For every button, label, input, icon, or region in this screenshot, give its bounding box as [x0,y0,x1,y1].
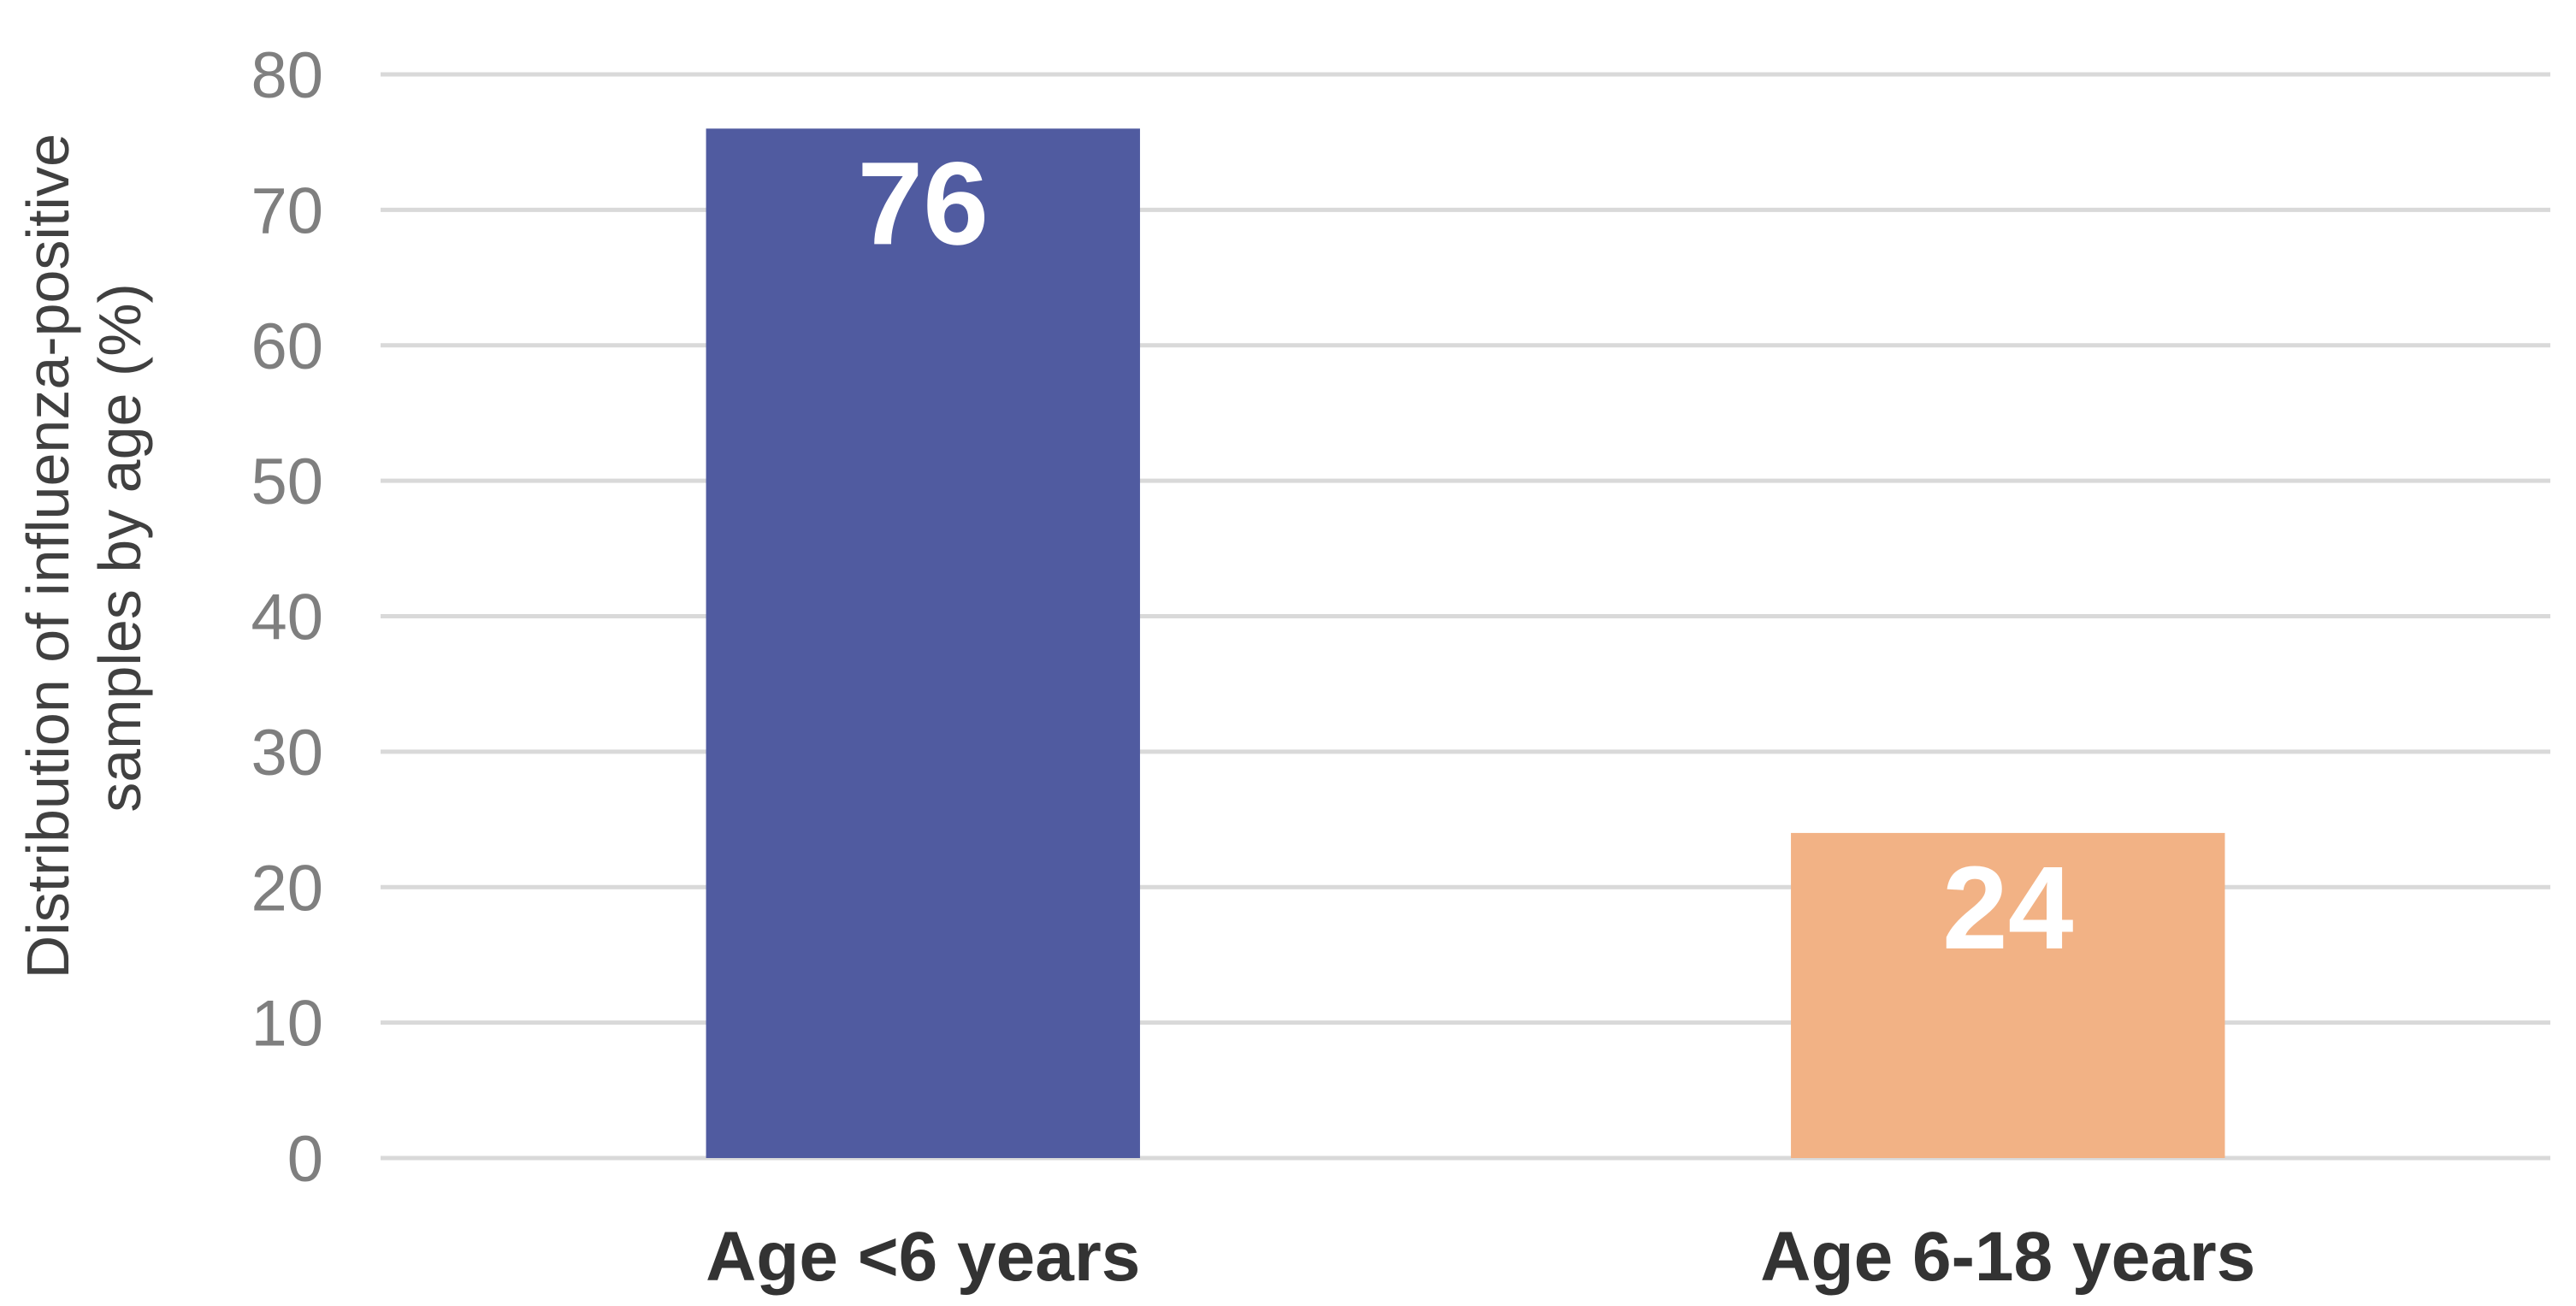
y-tick-label: 80 [251,39,323,112]
y-tick-label: 70 [251,174,323,247]
y-tick-label: 10 [251,988,323,1061]
y-tick-label: 30 [251,717,323,789]
bar-1 [706,128,1140,1159]
y-tick-label: 0 [287,1123,323,1196]
bar-2 [1791,832,2225,1158]
y-axis-ticks: 0 10 20 30 40 50 60 70 80 [251,39,323,1196]
data-label-1: 76 [858,138,990,269]
y-tick-label: 60 [251,310,323,383]
y-axis-label-line-2: samples by age (%) [86,283,153,813]
y-axis-label-line-1: Distribution of influenza-positive [15,133,81,978]
x-category-label: Age <6 years [706,1218,1140,1296]
bars [706,128,2225,1159]
y-tick-label: 20 [251,852,323,925]
x-axis-ticks: Age <6 years Age 6-18 years [706,1218,2255,1296]
x-category-label: Age 6-18 years [1760,1218,2255,1296]
data-label-2: 24 [1942,842,2074,974]
y-axis-label: Distribution of influenza-positive sampl… [15,117,153,979]
data-labels: 76 24 [858,138,2074,974]
y-tick-label: 50 [251,446,323,518]
y-tick-label: 40 [251,582,323,654]
